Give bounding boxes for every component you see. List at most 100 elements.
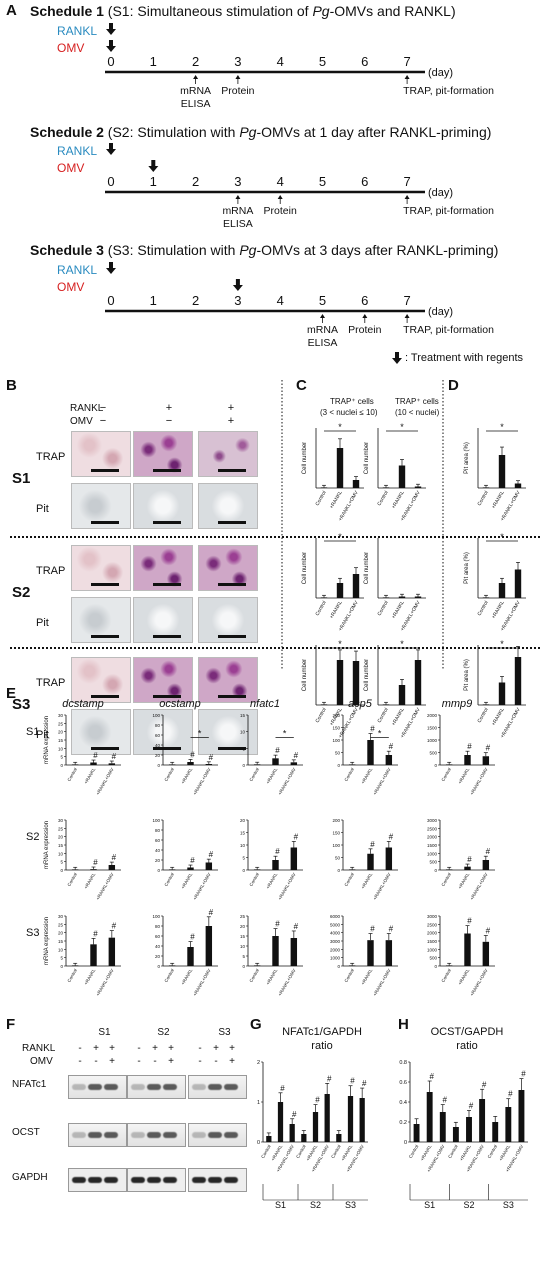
- blot-sign: +: [93, 1043, 99, 1054]
- y-tick-label: 15: [58, 939, 64, 944]
- panel-c-heading: TRAP⁺ cells: [330, 397, 374, 406]
- y-tick-label: 5: [242, 856, 245, 861]
- significance-hash: #: [327, 1074, 332, 1083]
- bar: [168, 869, 176, 870]
- category-label: +RANKL: [491, 600, 506, 620]
- omv-label: OMV: [57, 41, 84, 55]
- pit-micrograph: [133, 483, 193, 529]
- category-label: +RANKL: [491, 490, 506, 510]
- panel-c-heading: TRAP⁺ cells: [395, 397, 439, 406]
- panel-a-letter: A: [6, 2, 17, 19]
- blot-sign: -: [78, 1056, 81, 1067]
- y-tick-label: 15: [58, 738, 64, 743]
- blot-sign: -: [153, 1056, 156, 1067]
- category-label: Control: [487, 1144, 499, 1159]
- bar: [253, 965, 261, 966]
- bar-chart: 0 20 40 60 80 100 # # Control +RANKL+RANKL+OMV: [152, 908, 218, 997]
- blot-sign: +: [168, 1056, 174, 1067]
- bar: [324, 1094, 330, 1142]
- y-tick-label: 0: [337, 964, 340, 969]
- significance-hash: #: [275, 847, 280, 856]
- y-tick-label: 20: [240, 818, 246, 823]
- cell-number-axis-label: Cell number: [364, 442, 370, 474]
- treatment-legend: : Treatment with regents: [405, 352, 523, 364]
- timeline-tick-label: 5: [319, 293, 326, 308]
- schedule-title-label: Schedule 3: [30, 242, 104, 258]
- y-tick-label: 25: [58, 922, 64, 927]
- timepoint-arrow: [320, 314, 325, 318]
- category-label: +RANKL+OMV: [469, 872, 489, 901]
- y-tick-label: 20: [58, 835, 64, 840]
- bar: [312, 1112, 319, 1142]
- bar: [290, 938, 298, 966]
- y-tick-label: 0: [434, 763, 437, 768]
- timepoint-label: ELISA: [181, 98, 211, 110]
- category-label: +RANKL: [329, 600, 344, 620]
- scale-bar: [153, 635, 181, 638]
- scale-bar: [218, 695, 246, 698]
- group-label: S2: [310, 1200, 321, 1210]
- bar: [398, 465, 406, 488]
- y-tick-label: 500: [429, 751, 437, 756]
- bar: [466, 1117, 472, 1142]
- omv-arrow: [232, 285, 243, 291]
- bar: [445, 764, 453, 765]
- treatment-sign: −: [166, 415, 172, 427]
- bar: [187, 867, 194, 870]
- y-tick-label: 0: [60, 964, 63, 969]
- bar: [498, 583, 506, 598]
- cell-number-axis-label: Cell number: [302, 552, 308, 584]
- y-tick-label: 0: [242, 868, 245, 873]
- scale-bar: [91, 583, 119, 586]
- category-label: +RANKL: [491, 707, 506, 727]
- mrna-axis-label: mRNA expression: [44, 716, 50, 764]
- scale-bar: [153, 747, 181, 750]
- timepoint-label: TRAP, pit-formation: [403, 85, 494, 97]
- trap-micrograph: [198, 545, 258, 591]
- trap-label: TRAP: [36, 451, 65, 463]
- schedule-title-pg: Pg: [239, 124, 257, 140]
- timepoint-label: Protein: [264, 205, 297, 217]
- rankl-label: RANKL: [57, 263, 97, 277]
- cell-number-axis-label: Cell number: [302, 442, 308, 474]
- category-label: +RANKL: [83, 767, 96, 785]
- bar: [253, 869, 261, 870]
- scale-bar: [218, 747, 246, 750]
- legend-arrow: [392, 358, 402, 364]
- schedule-title-label: Schedule 2: [30, 124, 104, 140]
- category-label: Control: [376, 600, 389, 617]
- significance-hash: #: [93, 858, 98, 867]
- significance-hash: #: [370, 925, 375, 934]
- y-tick-label: 2000: [427, 713, 438, 718]
- category-label: +RANKL+OMV: [277, 968, 297, 997]
- bar: [187, 947, 194, 966]
- group-label: S1: [424, 1200, 435, 1210]
- bar-chart: 0 5 10 15 20 25 # # Control +RANKL+RANKL+OMV: [240, 914, 303, 997]
- pit-label: Pit: [36, 503, 49, 515]
- y-tick-label: 0: [337, 868, 340, 873]
- category-label: +RANKL: [329, 490, 344, 510]
- significance-hash: #: [315, 1096, 320, 1105]
- scale-bar: [218, 469, 246, 472]
- blot-sign: -: [137, 1043, 140, 1054]
- day-unit-label: (day): [428, 187, 453, 199]
- y-tick-label: 1500: [427, 843, 438, 848]
- schedule-title-text: -OMVs and RANKL): [329, 3, 456, 19]
- omv-label: OMV: [57, 161, 84, 175]
- timepoint-label: ELISA: [308, 337, 338, 349]
- category-label: +RANKL+OMV: [469, 968, 489, 997]
- schedule-title-pg: Pg: [239, 242, 257, 258]
- bar-chart: 0 500 1000 1500 2000 2500 3000 # # Control +RANKL+…: [427, 818, 495, 901]
- y-tick-label: 3000: [330, 939, 341, 944]
- y-tick-label: 25: [58, 721, 64, 726]
- y-tick-label: 20: [155, 753, 161, 758]
- category-label: Control: [447, 1144, 459, 1159]
- category-label: +RANKL+OMV: [372, 968, 392, 997]
- blot-band: [88, 1084, 102, 1090]
- y-tick-label: 20: [58, 730, 64, 735]
- bar: [336, 448, 344, 488]
- scale-bar: [91, 521, 119, 524]
- bar: [367, 740, 374, 765]
- panel-e-letter: E: [6, 685, 17, 702]
